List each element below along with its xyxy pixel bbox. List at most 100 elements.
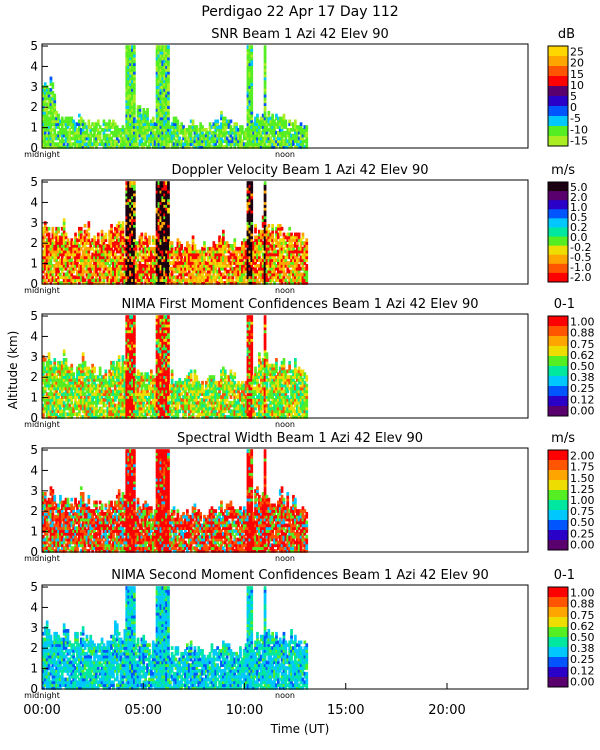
cell — [83, 249, 87, 254]
cell — [53, 105, 57, 109]
cell — [133, 201, 136, 205]
cell — [290, 136, 293, 141]
cell — [169, 241, 172, 245]
cell — [146, 244, 149, 248]
cell — [110, 392, 113, 396]
cell — [131, 275, 134, 280]
cell — [261, 139, 265, 144]
cell — [117, 366, 121, 371]
cell — [176, 145, 180, 149]
cell — [125, 181, 129, 185]
cell — [95, 406, 98, 411]
cell — [159, 184, 163, 188]
cell — [68, 258, 72, 262]
cell — [134, 142, 138, 146]
cell — [87, 400, 91, 405]
cell — [70, 261, 74, 265]
cell — [157, 68, 161, 72]
cell — [189, 119, 193, 124]
cell — [117, 139, 121, 144]
cell — [78, 125, 81, 129]
cell — [112, 255, 115, 260]
cell — [220, 122, 223, 126]
cell — [131, 90, 134, 95]
cell — [74, 412, 77, 416]
cell — [277, 278, 280, 282]
cell — [205, 252, 208, 257]
cell — [68, 389, 72, 394]
cell — [167, 246, 170, 251]
cell — [117, 395, 121, 399]
cell — [229, 252, 233, 257]
cell — [163, 226, 166, 231]
cell — [59, 366, 62, 371]
cell — [233, 139, 237, 144]
cell — [261, 113, 265, 118]
cell — [172, 125, 176, 129]
cell — [163, 275, 166, 280]
cell — [178, 272, 182, 277]
cell — [235, 139, 238, 144]
cell — [47, 363, 51, 368]
cell — [252, 246, 255, 251]
cell — [47, 378, 51, 382]
cell — [78, 142, 81, 146]
cell — [144, 116, 147, 121]
cell — [178, 264, 182, 268]
cell — [263, 130, 267, 135]
cell — [256, 235, 259, 240]
cell — [95, 145, 98, 149]
cell — [102, 398, 106, 402]
cell — [231, 275, 235, 280]
cell — [42, 266, 45, 271]
cell — [258, 232, 261, 237]
cell — [43, 264, 47, 268]
cell — [163, 93, 166, 98]
cell — [167, 189, 170, 194]
cell — [167, 241, 170, 245]
cell — [258, 139, 261, 144]
cell — [258, 258, 261, 262]
cell — [282, 266, 286, 271]
cell — [195, 278, 199, 282]
cell — [57, 261, 60, 265]
cell — [95, 258, 98, 262]
cell — [250, 79, 254, 84]
cell — [59, 249, 62, 254]
colorbar-label: 20 — [570, 57, 584, 70]
cell — [140, 258, 144, 262]
cell — [263, 281, 267, 285]
cell — [151, 145, 155, 149]
cell — [286, 130, 290, 135]
cell — [239, 275, 242, 280]
cell — [115, 278, 119, 282]
cell — [129, 232, 132, 237]
cell — [295, 244, 299, 248]
cell — [206, 281, 210, 285]
cell — [42, 264, 45, 268]
cell — [157, 221, 161, 225]
cell — [91, 395, 94, 399]
cell — [263, 142, 267, 146]
cell — [231, 252, 235, 257]
cell — [64, 122, 68, 126]
cell — [169, 261, 172, 265]
cell — [100, 415, 104, 419]
cell — [68, 378, 72, 382]
cell — [121, 403, 125, 408]
cell — [87, 221, 91, 225]
cell — [157, 145, 161, 149]
cell — [136, 255, 140, 260]
heatmap-cells — [42, 315, 309, 419]
cell — [263, 62, 267, 67]
cell — [62, 395, 66, 399]
cell — [259, 258, 263, 262]
cell — [233, 269, 237, 274]
cell — [129, 244, 132, 248]
cell — [246, 119, 250, 124]
cell — [216, 122, 219, 126]
cell — [235, 269, 238, 274]
cell — [76, 403, 79, 408]
cell — [79, 375, 83, 379]
cell — [148, 249, 151, 254]
